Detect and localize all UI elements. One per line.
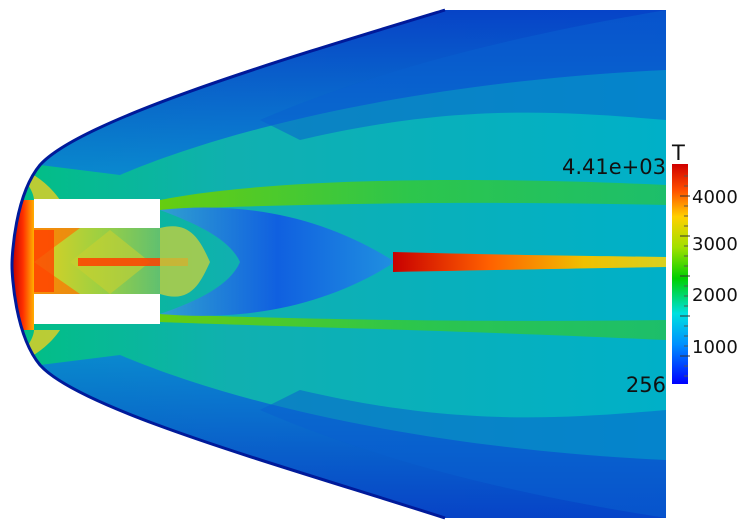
scalar-bar: T 4.41e+03 256 4000 3000 2000 1000 (562, 141, 738, 397)
scalar-bar-tick-label: 3000 (692, 234, 738, 255)
scalar-bar-tick-label: 2000 (692, 285, 738, 306)
scalar-bar-minor-ticks (684, 175, 688, 377)
scalar-bar-major-ticks (680, 195, 690, 357)
scalar-bar-gradient (672, 164, 688, 384)
temperature-field (12, 10, 666, 518)
scalar-bar-min-label: 256 (626, 373, 666, 397)
scalar-bar-tick-label: 1000 (692, 337, 738, 358)
bow-shock-line (10, 8, 446, 520)
scalar-bar-tick-label: 4000 (692, 187, 738, 208)
scalar-bar-title: T (671, 141, 685, 165)
scalar-bar-max-label: 4.41e+03 (562, 155, 666, 179)
lower-plate (34, 294, 160, 324)
upper-plate (34, 199, 160, 228)
